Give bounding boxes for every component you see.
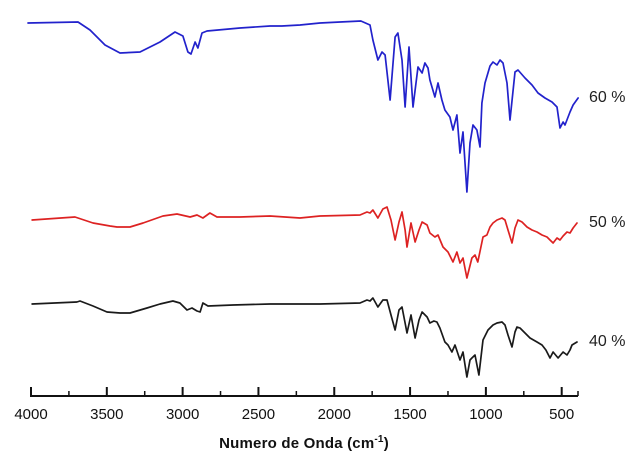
x-axis-title: Numero de Onda (cm-1)	[0, 434, 608, 452]
x-axis-title-text: Numero de Onda (cm	[219, 435, 375, 452]
x-tick-label-1500: 1500	[393, 406, 426, 423]
spectrum-curve-60pct	[27, 20, 579, 193]
x-tick-label-3500: 3500	[90, 406, 123, 423]
series-label-40pct: 40 %	[589, 333, 626, 350]
series-label-60pct: 60 %	[589, 89, 626, 106]
x-axis-title-close: )	[383, 435, 389, 452]
series-label-50pct: 50 %	[589, 214, 626, 231]
x-tick-label-4000: 4000	[14, 406, 47, 423]
x-tick-label-2000: 2000	[318, 406, 351, 423]
x-tick-label-500: 500	[549, 406, 574, 423]
x-tick-label-1000: 1000	[469, 406, 502, 423]
x-axis-title-superscript: -1	[374, 434, 384, 445]
spectrum-curve-40pct	[31, 297, 578, 378]
x-tick-label-3000: 3000	[166, 406, 199, 423]
x-tick-label-2500: 2500	[242, 406, 275, 423]
spectrum-curve-50pct	[31, 206, 578, 279]
